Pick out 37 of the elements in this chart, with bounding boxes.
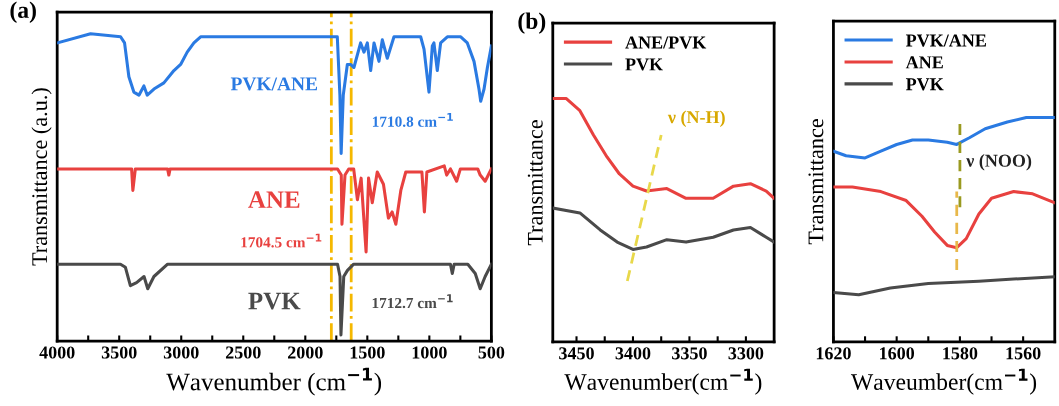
x-tick-label: 1500 — [350, 346, 385, 359]
annotation: ν (N-H) — [667, 110, 725, 127]
x-tick-label: 3500 — [101, 346, 137, 359]
x-tick-label: 500 — [478, 346, 505, 359]
x-tick-label: 1000 — [412, 346, 447, 359]
x-tick-label: 4000 — [39, 346, 75, 359]
x-axis-title: Waveumber(cm$^{−1}$) — [850, 368, 1037, 395]
legend-label: PVK — [625, 58, 663, 71]
series-label: PVK — [248, 292, 301, 310]
legend-label: PVK — [905, 78, 944, 91]
x-tick-label: 1620 — [816, 347, 851, 360]
legend-label: ANE — [905, 56, 943, 69]
x-tick-label: 1600 — [880, 347, 915, 360]
x-tick-label: 2500 — [225, 346, 261, 359]
x-tick-label: 3000 — [163, 346, 199, 359]
legend-label: PVK/ANE — [905, 34, 986, 47]
legend-label: ANE/PVK — [625, 36, 707, 49]
y-axis-title: Transmittance — [527, 120, 543, 246]
x-tick-label: 3300 — [728, 347, 764, 360]
x-axis-title: Wavenumber (cm$^{−1}$) — [166, 367, 382, 396]
annotation: 1710.8 cm$^{−1}$ — [372, 113, 453, 127]
y-axis-title: Transmittance (a.u.) — [31, 88, 52, 266]
annotation: 1704.5 cm$^{−1}$ — [241, 233, 322, 248]
x-tick-label: 3350 — [672, 347, 707, 360]
series-label: ANE — [248, 191, 300, 208]
chart-title: (a) — [10, 1, 36, 23]
annotation: 1712.7 cm$^{−1}$ — [372, 294, 453, 309]
series-label: PVK/ANE — [230, 77, 318, 91]
annotation: ν (NOO) — [966, 154, 1032, 171]
y-axis-title: Transmittance — [808, 119, 824, 245]
x-tick-label: 3450 — [559, 347, 594, 360]
x-tick-label: 1560 — [1006, 347, 1041, 360]
x-axis-title: Wavenumber(cm$^{−1}$) — [564, 368, 762, 395]
x-tick-label: 2000 — [288, 346, 323, 359]
chart-title: (b) — [518, 12, 546, 34]
x-tick-label: 1580 — [943, 347, 978, 360]
x-tick-label: 3400 — [615, 347, 651, 360]
